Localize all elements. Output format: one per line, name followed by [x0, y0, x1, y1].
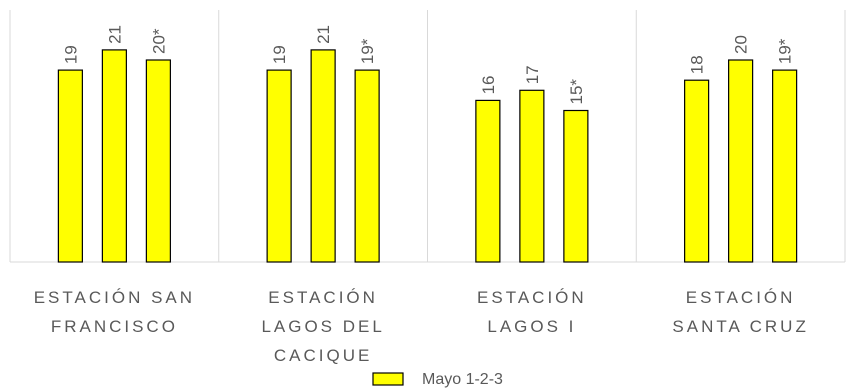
bar [684, 79, 710, 263]
bar [354, 69, 380, 263]
data-label: 19* [776, 38, 795, 64]
category-label: SANTA CRUZ [672, 317, 808, 336]
bar [519, 89, 545, 263]
category-label: LAGOS I [487, 317, 576, 336]
bars [57, 49, 798, 263]
bar [728, 59, 754, 263]
bar [475, 99, 501, 263]
category-label: ESTACIÓN SAN [34, 288, 195, 307]
legend-swatch [372, 372, 404, 386]
data-label: 21 [314, 25, 333, 44]
data-label: 20 [732, 35, 751, 54]
category-label: ESTACIÓN [268, 288, 378, 307]
category-label: CACIQUE [274, 346, 372, 365]
data-label: 17 [523, 65, 542, 84]
category-label: FRANCISCO [51, 317, 178, 336]
category-label: LAGOS DEL [261, 317, 384, 336]
data-label: 15* [567, 79, 586, 105]
category-label: ESTACIÓN [686, 288, 796, 307]
data-label: 18 [688, 55, 707, 74]
bar [145, 59, 171, 263]
legend: Mayo 1-2-3 [372, 371, 503, 388]
bar [101, 49, 127, 263]
bar [57, 69, 83, 263]
bar [563, 109, 589, 263]
category-label: ESTACIÓN [477, 288, 587, 307]
data-label: 19 [61, 45, 80, 64]
data-label: 21 [105, 25, 124, 44]
data-label: 16 [479, 75, 498, 94]
bar [310, 49, 336, 263]
data-labels: 19 21 20* 19 21 19* 16 17 15* 18 20 19* [61, 25, 794, 105]
category-labels: ESTACIÓN SAN FRANCISCO ESTACIÓN LAGOS DEL CA… [34, 288, 808, 365]
bar [772, 69, 798, 263]
grid [9, 10, 846, 263]
data-label: 19 [270, 45, 289, 64]
legend-label: Mayo 1-2-3 [422, 371, 503, 388]
bar [266, 69, 292, 263]
data-label: 19* [358, 38, 377, 64]
data-label: 20* [149, 28, 168, 54]
